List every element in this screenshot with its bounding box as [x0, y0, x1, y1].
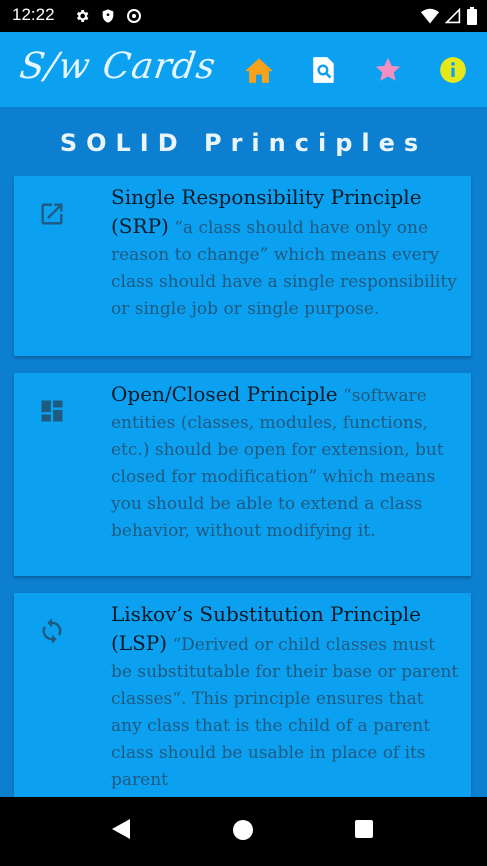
navigation-bar	[0, 797, 487, 866]
page-title: SOLID Principles	[59, 129, 428, 157]
star-icon	[375, 57, 401, 81]
signal-icon	[444, 7, 461, 28]
card-body: “Derived or child classes must be substi…	[111, 635, 459, 790]
app-bar: S/w Cards	[0, 32, 487, 107]
card-title: Liskov’s Substitution Principle (LSP)	[111, 602, 422, 655]
content-area[interactable]: SOLID Principles Single Responsibility P…	[0, 107, 487, 797]
favorites-button[interactable]	[372, 54, 404, 86]
card-body: “software entities (classes, modules, fu…	[111, 386, 444, 541]
card-body: “a class should have only one reason to …	[111, 218, 457, 319]
battery-icon	[467, 7, 477, 29]
card-lsp[interactable]: Liskov’s Substitution Principle (LSP) “D…	[14, 593, 471, 797]
app-title: S/w Cards	[17, 46, 219, 87]
recents-button[interactable]	[354, 819, 374, 843]
home-nav-button[interactable]	[232, 819, 254, 845]
status-bar: 12:22	[0, 0, 487, 32]
page-search-icon	[313, 57, 334, 83]
shield-icon	[100, 8, 116, 28]
home-circle-icon	[233, 820, 253, 840]
dashboard-icon	[38, 397, 66, 425]
card-ocp[interactable]: Open/Closed Principle “software entities…	[14, 373, 471, 576]
gear-icon	[74, 8, 90, 28]
card-text: Single Responsibility Principle (SRP) “a…	[111, 184, 459, 323]
card-srp[interactable]: Single Responsibility Principle (SRP) “a…	[14, 176, 471, 356]
status-time: 12:22	[12, 5, 55, 24]
recents-square-icon	[355, 820, 373, 838]
card-text: Liskov’s Substitution Principle (LSP) “D…	[111, 601, 459, 794]
card-title: Single Responsibility Principle (SRP)	[111, 185, 422, 238]
search-button[interactable]	[308, 54, 340, 86]
back-button[interactable]	[110, 817, 132, 845]
info-icon	[440, 57, 466, 83]
sync-icon	[38, 617, 66, 645]
card-text: Open/Closed Principle “software entities…	[111, 381, 459, 545]
at-sign-icon	[126, 8, 142, 28]
wifi-icon	[421, 8, 439, 28]
card-title: Open/Closed Principle	[111, 382, 338, 406]
home-button[interactable]	[243, 54, 275, 86]
open-in-new-icon	[38, 200, 66, 228]
home-icon	[245, 58, 273, 83]
info-button[interactable]	[437, 54, 469, 86]
back-triangle-icon	[112, 819, 130, 839]
